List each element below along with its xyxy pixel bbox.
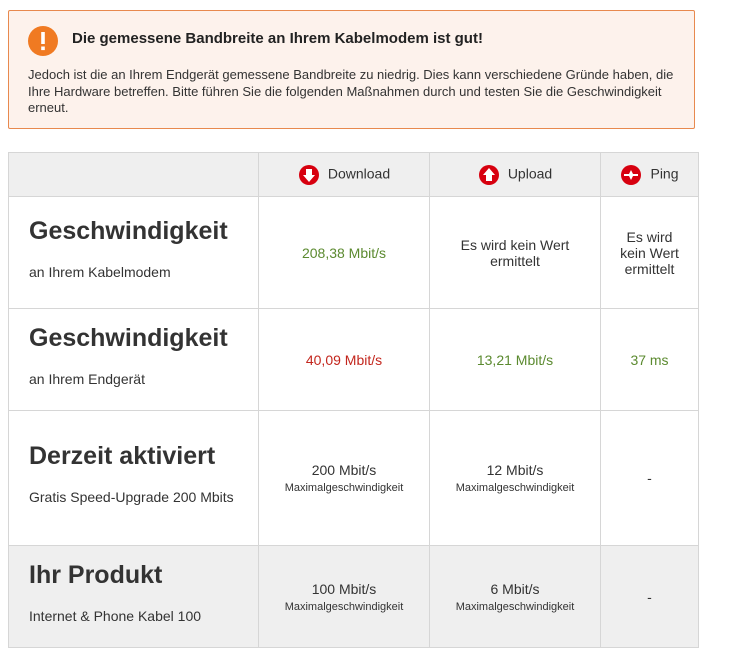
value: 6 Mbit/s bbox=[490, 580, 540, 597]
table-row: Geschwindigkeit an Ihrem Kabelmodem 208,38… bbox=[8, 196, 699, 309]
value-cell: 13,21 Mbit/s bbox=[429, 308, 601, 411]
value: 40,09 Mbit/s bbox=[305, 351, 383, 368]
row-header: Derzeit aktiviert Gratis Speed-Upgrade 20… bbox=[8, 410, 259, 546]
row-header: Geschwindigkeit an Ihrem Endgerät bbox=[8, 308, 259, 411]
header-label: Upload bbox=[507, 165, 553, 182]
header-label: Ping bbox=[650, 165, 679, 182]
row-title: Geschwindigkeit bbox=[29, 323, 228, 352]
header-cell: Download bbox=[258, 152, 430, 197]
row-header: Ihr Produkt Internet & Phone Kabel 100 bbox=[8, 545, 259, 648]
speed-table: Download Upload Ping Geschwindigkeit an I… bbox=[8, 152, 699, 648]
value-cell: 12 Mbit/s Maximalgeschwindigkeit bbox=[429, 410, 601, 546]
value-cell: 37 ms bbox=[600, 308, 699, 411]
value-note: Maximalgeschwindigkeit bbox=[284, 482, 404, 494]
row-subtitle: an Ihrem Endgerät bbox=[29, 370, 145, 387]
table-row: Derzeit aktiviert Gratis Speed-Upgrade 20… bbox=[8, 410, 699, 546]
value-cell: 208,38 Mbit/s bbox=[258, 196, 430, 309]
value-cell: 6 Mbit/s Maximalgeschwindigkeit bbox=[429, 545, 601, 648]
value-cell: Es wird kein Wert ermittelt bbox=[600, 196, 699, 309]
header-label: Download bbox=[327, 165, 391, 182]
header-cell: Ping bbox=[600, 152, 699, 197]
value-cell: - bbox=[600, 410, 699, 546]
value: 208,38 Mbit/s bbox=[301, 244, 387, 261]
table-row: Ihr Produkt Internet & Phone Kabel 100 100… bbox=[8, 545, 699, 648]
row-header: Geschwindigkeit an Ihrem Kabelmodem bbox=[8, 196, 259, 309]
alert-title: Die gemessene Bandbreite an Ihrem Kabelm… bbox=[72, 30, 483, 47]
value-cell: - bbox=[600, 545, 699, 648]
ping-icon bbox=[621, 164, 642, 185]
value: Es wird kein Wert ermittelt bbox=[620, 228, 679, 277]
value: 200 Mbit/s bbox=[311, 462, 377, 478]
value-cell: 100 Mbit/s Maximalgeschwindigkeit bbox=[258, 545, 430, 648]
value: - bbox=[647, 588, 652, 605]
value: 100 Mbit/s bbox=[311, 580, 377, 597]
value: 37 ms bbox=[630, 351, 669, 368]
header-cell: Upload bbox=[429, 152, 601, 197]
row-subtitle: Gratis Speed-Upgrade 200 Mbits bbox=[29, 489, 234, 505]
download-icon bbox=[298, 164, 319, 185]
value-note: Maximalgeschwindigkeit bbox=[284, 600, 404, 613]
value-cell: 40,09 Mbit/s bbox=[258, 308, 430, 411]
header-cell bbox=[8, 152, 259, 197]
value: Es wird kein Wert ermittelt bbox=[460, 236, 570, 269]
value-note: Maximalgeschwindigkeit bbox=[455, 600, 575, 613]
row-title: Geschwindigkeit bbox=[29, 216, 228, 245]
value-note: Maximalgeschwindigkeit bbox=[455, 482, 575, 494]
alert: Die gemessene Bandbreite an Ihrem Kabelm… bbox=[8, 10, 695, 129]
value-cell: Es wird kein Wert ermittelt bbox=[429, 196, 601, 309]
row-title: Derzeit aktiviert bbox=[29, 442, 216, 470]
row-subtitle: Internet & Phone Kabel 100 bbox=[29, 607, 202, 624]
value: 13,21 Mbit/s bbox=[476, 351, 554, 368]
warning-icon bbox=[28, 26, 58, 56]
upload-icon bbox=[478, 164, 499, 185]
alert-body: Jedoch ist die an Ihrem Endgerät gemesse… bbox=[28, 67, 674, 115]
row-subtitle: an Ihrem Kabelmodem bbox=[29, 263, 171, 280]
value-cell: 200 Mbit/s Maximalgeschwindigkeit bbox=[258, 410, 430, 546]
table-row: Geschwindigkeit an Ihrem Endgerät 40,09 Mb… bbox=[8, 308, 699, 411]
value: - bbox=[647, 470, 652, 486]
row-title: Ihr Produkt bbox=[29, 560, 163, 589]
header-row: Download Upload Ping bbox=[8, 152, 699, 197]
value: 12 Mbit/s bbox=[486, 462, 544, 478]
